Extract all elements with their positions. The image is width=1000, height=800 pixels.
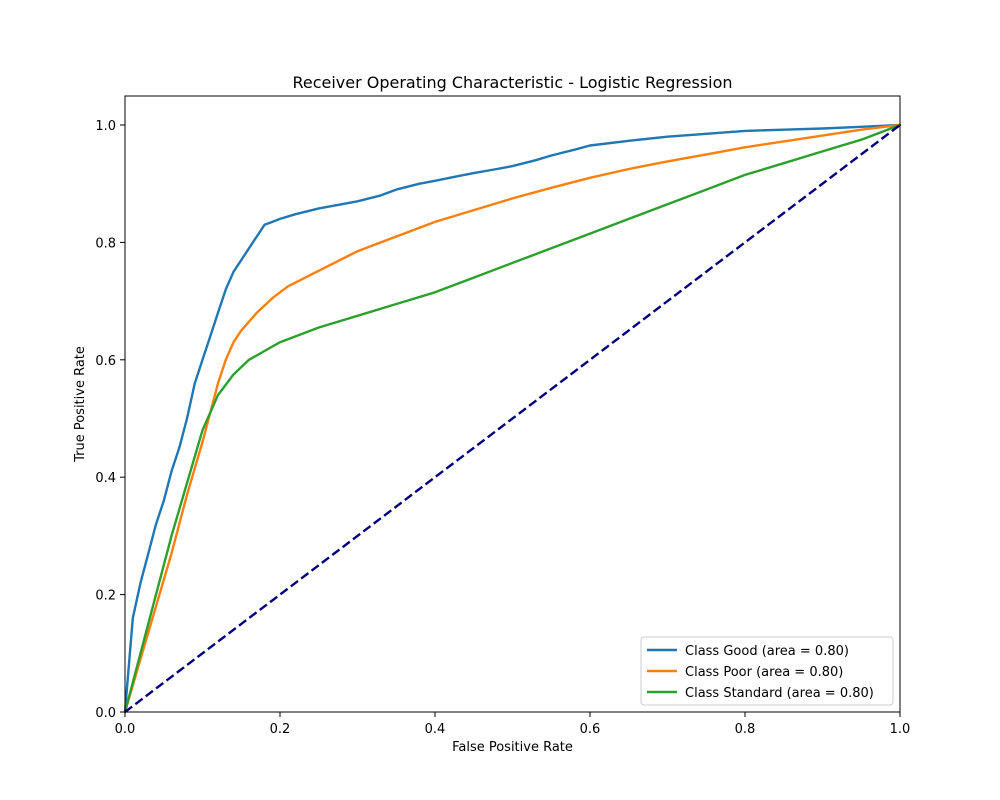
legend-label-2: Class Standard (area = 0.80): [685, 686, 874, 701]
y-tick-label: 0.8: [95, 236, 116, 251]
x-tick-label: 0.2: [270, 722, 291, 737]
chart-title: Receiver Operating Characteristic - Logi…: [292, 73, 732, 92]
plot-frame: [124, 95, 901, 713]
ticks-layer: 0.0 0.2 0.4 0.6 0.8 1.0 0.0 0.2 0.4 0.6 0.8 1.0: [95, 119, 910, 737]
y-tick-label: 0.2: [95, 589, 116, 604]
x-tick-label: 0.8: [735, 722, 756, 737]
y-tick-label: 0.0: [95, 706, 116, 721]
series-line-0: [123, 123, 902, 714]
y-tick-label: 1.0: [95, 119, 116, 134]
y-axis-label: True Positive Rate: [73, 346, 88, 463]
x-tick-label: 0.4: [425, 722, 446, 737]
reference-diagonal-line: [124, 124, 901, 713]
legend-label-1: Class Poor (area = 0.80): [685, 665, 843, 680]
series-line-1: [123, 123, 902, 714]
series-line-2: [123, 123, 902, 714]
legend-label-0: Class Good (area = 0.80): [685, 644, 849, 659]
x-tick-label: 1.0: [890, 722, 911, 737]
series-layer: [123, 123, 902, 714]
y-tick-label: 0.4: [95, 471, 116, 486]
legend-box: [640, 636, 894, 706]
x-tick-label: 0.0: [115, 722, 136, 737]
legend: Class Good (area = 0.80) Class Poor (area…: [640, 636, 894, 706]
x-axis-label: False Positive Rate: [452, 740, 573, 755]
y-tick-label: 0.6: [95, 354, 116, 369]
x-tick-label: 0.6: [580, 722, 601, 737]
